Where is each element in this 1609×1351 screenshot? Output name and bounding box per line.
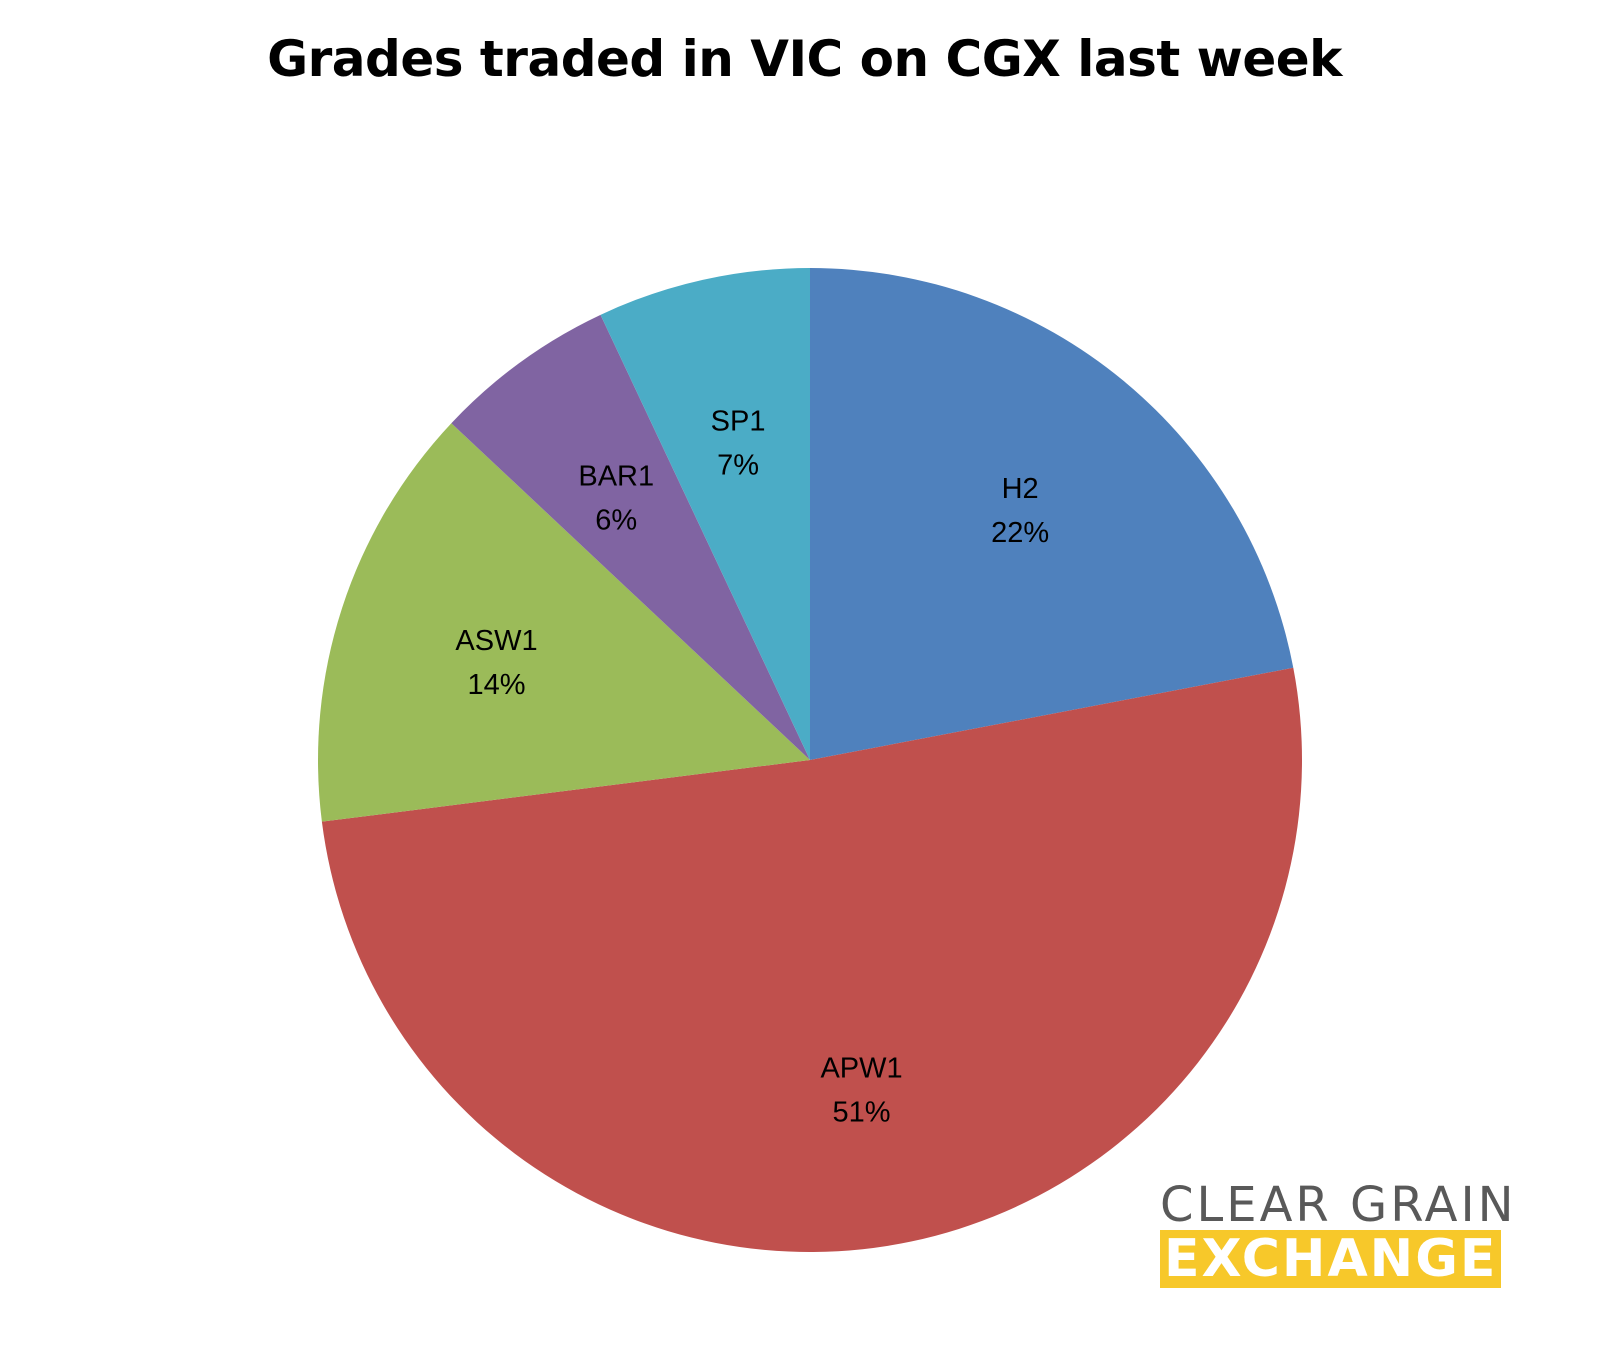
slice-label-sp1: SP1 7%: [711, 405, 766, 481]
pie-slice-h2: [810, 268, 1294, 760]
chart-title: Grades traded in VIC on CGX last week: [267, 30, 1342, 88]
slice-label-bar1: BAR1 6%: [578, 460, 654, 536]
slice-label-h2: H2 22%: [991, 473, 1049, 549]
slice-label-apw1: APW1 51%: [820, 1053, 902, 1129]
pie-slice-apw1: [321, 667, 1303, 1253]
pie-labels: H2 22% APW1 51% ASW1 14% BAR1 6% SP1 7%: [455, 405, 1049, 1128]
pie-slice-sp1: [600, 268, 810, 760]
logo-line-1: CLEAR GRAIN: [1160, 1177, 1517, 1233]
logo-line-2: EXCHANGE: [1160, 1230, 1502, 1288]
pie-slice-bar1: [451, 314, 810, 760]
pie-slices: [318, 268, 1303, 1253]
clear-grain-exchange-logo: CLEAR GRAIN EXCHANGE: [1160, 1180, 1550, 1288]
slice-label-asw1: ASW1 14%: [455, 625, 537, 701]
pie-slice-asw1: [318, 423, 810, 822]
